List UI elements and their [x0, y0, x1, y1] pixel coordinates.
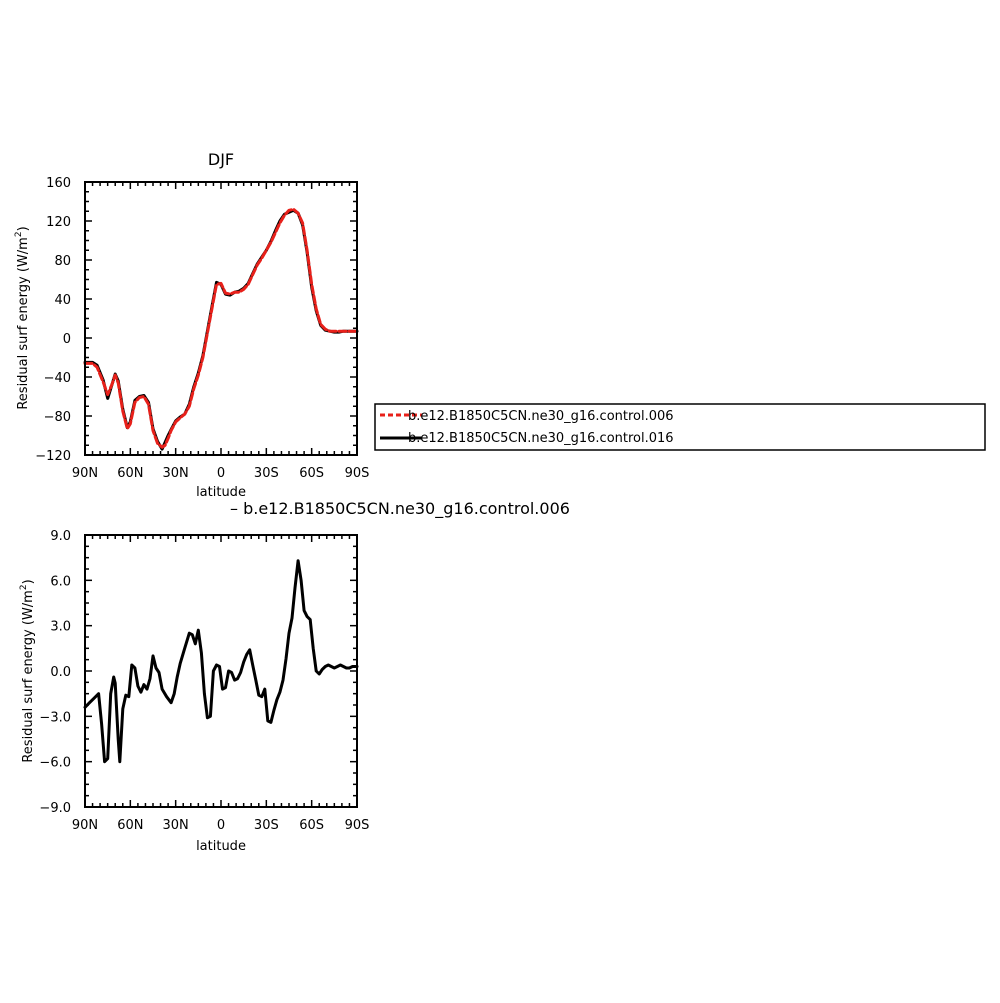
legend-item-1: b.e12.B1850C5CN.ne30_g16.control.006 [380, 409, 674, 424]
y-tick-label: −120 [35, 449, 71, 464]
x-tick-label: 60N [117, 818, 143, 833]
panel-bottom-x-axis-label: latitude [196, 839, 246, 854]
legend-label-1: b.e12.B1850C5CN.ne30_g16.control.006 [408, 409, 674, 424]
x-tick-label: 90N [72, 818, 98, 833]
y-tick-label: 80 [54, 254, 71, 269]
panel-top-ticks [84, 181, 358, 456]
legend-box [374, 403, 986, 451]
legend: b.e12.B1850C5CN.ne30_g16.control.006 b.e… [374, 403, 986, 451]
series-line-1 [83, 559, 359, 764]
y-tick-label: −80 [44, 410, 71, 425]
y-tick-label: −9.0 [39, 801, 71, 816]
series-line-1 [83, 207, 359, 449]
y-tick-label: −3.0 [39, 710, 71, 725]
panel-bottom-title: – b.e12.B1850C5CN.ne30_g16.control.006 [230, 499, 570, 519]
panel-bottom: – b.e12.B1850C5CN.ne30_g16.control.006 9… [19, 499, 570, 854]
legend-item-2: b.e12.B1850C5CN.ne30_g16.control.016 [380, 431, 674, 446]
x-tick-label: 90N [72, 466, 98, 481]
x-tick-label: 30N [163, 818, 189, 833]
x-tick-label: 30S [254, 818, 279, 833]
y-tick-label: 160 [46, 176, 71, 191]
y-tick-label: 40 [54, 293, 71, 308]
panel-top-tick-labels: 90N 60N 30N 0 30S 60S 90S −120 −80 −40 0 40 80 120 160 [35, 176, 369, 481]
x-tick-label: 0 [217, 818, 225, 833]
x-tick-label: 0 [217, 466, 225, 481]
y-tick-label: 6.0 [50, 574, 71, 589]
panel-bottom-ticks [84, 534, 358, 808]
y-tick-label: 0.0 [50, 665, 71, 680]
panel-bottom-y-axis-label: Residual surf energy (W/m2) [19, 579, 36, 762]
y-tick-label: 0 [63, 332, 71, 347]
y-tick-label: 120 [46, 215, 71, 230]
panel-top-title: DJF [208, 150, 234, 169]
panel-bottom-series [83, 559, 359, 764]
x-tick-label: 60N [117, 466, 143, 481]
legend-label-2: b.e12.B1850C5CN.ne30_g16.control.016 [408, 431, 674, 446]
panel-top-x-axis-label: latitude [196, 485, 246, 500]
panel-top-frame [84, 181, 358, 456]
x-tick-label: 30N [163, 466, 189, 481]
panel-top-y-axis-label: Residual surf energy (W/m2) [14, 226, 31, 409]
x-tick-label: 60S [299, 466, 324, 481]
series-line-2 [83, 208, 359, 451]
y-tick-label: −6.0 [39, 756, 71, 771]
y-tick-label: 3.0 [50, 620, 71, 635]
x-tick-label: 90S [345, 818, 370, 833]
x-tick-label: 90S [345, 466, 370, 481]
y-tick-label: 9.0 [50, 529, 71, 544]
panel-top-series [83, 207, 359, 451]
x-tick-label: 60S [299, 818, 324, 833]
y-tick-label: −40 [44, 371, 71, 386]
panel-bottom-tick-labels: 90N 60N 30N 0 30S 60S 90S −9.0 −6.0 −3.0 0.0 3.0 6.0… [39, 529, 369, 833]
panel-top: DJF 90N 60N 30N 0 30S 60S 90S −120 −80 −40 0 40 80 12… [14, 150, 369, 500]
x-tick-label: 30S [254, 466, 279, 481]
